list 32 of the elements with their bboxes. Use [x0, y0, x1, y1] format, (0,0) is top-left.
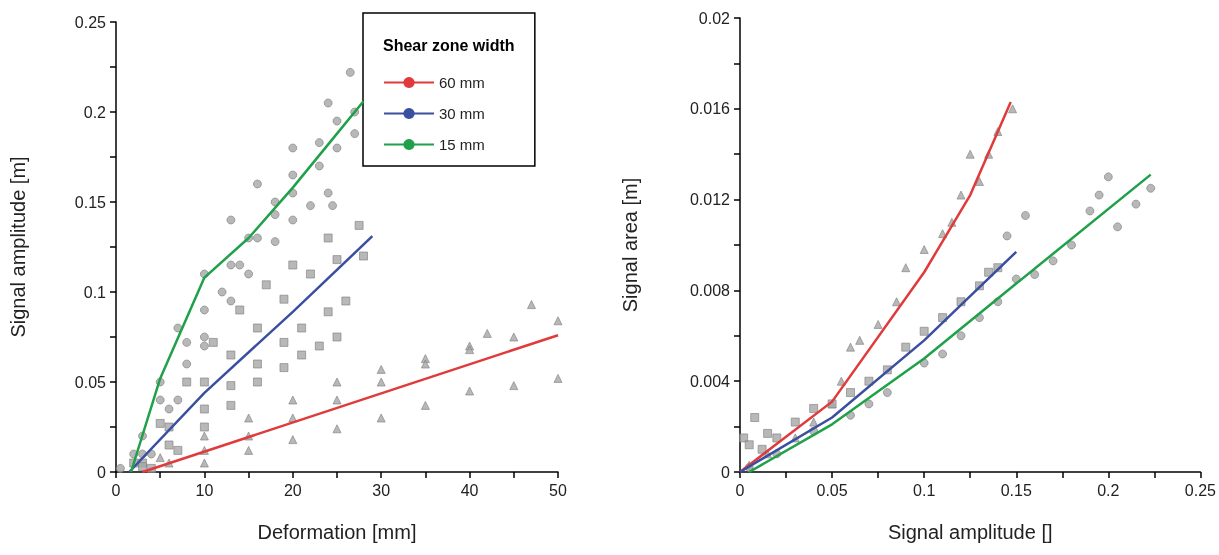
y-tick-label: 0.1	[83, 283, 107, 301]
x-tick-label: 0	[735, 481, 745, 499]
y-tick-label: 0.008	[689, 281, 731, 299]
y-tick-label: 0.02	[698, 9, 731, 27]
x-tick-label: 40	[460, 481, 479, 499]
legend-label: 60 mm	[439, 74, 485, 91]
x-axis-title: Deformation [mm]	[257, 521, 417, 543]
y-tick-label: 0	[97, 463, 107, 481]
x-tick-label: 0.25	[1184, 481, 1217, 499]
x-tick-label: 30	[372, 481, 391, 499]
x-tick-label: 0.1	[913, 481, 936, 499]
x-tick-label: 0.15	[1000, 481, 1032, 499]
x-tick-label: 20	[283, 481, 302, 499]
y-tick-label: 0.25	[74, 13, 107, 31]
x-tick-label: 0.05	[816, 481, 848, 499]
y-axis-title: Signal amplitude [m]	[7, 156, 29, 338]
legend-title: Shear zone width	[383, 36, 515, 54]
y-tick-label: 0.012	[689, 191, 731, 209]
x-tick-label: 50	[549, 481, 567, 499]
x-tick-label: 0.2	[1097, 481, 1120, 499]
legend-label: 15 mm	[439, 136, 485, 153]
y-tick-label: 0	[721, 463, 731, 481]
legend-label: 30 mm	[439, 105, 485, 122]
x-tick-label: 10	[195, 481, 214, 499]
x-axis-title: Signal amplitude []	[887, 521, 1053, 543]
y-tick-label: 0.15	[74, 193, 107, 211]
y-axis-title: Signal area [m]	[619, 177, 641, 313]
y-tick-label: 0.2	[83, 103, 107, 121]
y-tick-label: 0.016	[689, 100, 731, 118]
y-tick-label: 0.05	[74, 373, 107, 391]
x-tick-label: 0	[111, 481, 121, 499]
y-tick-label: 0.004	[689, 372, 731, 390]
